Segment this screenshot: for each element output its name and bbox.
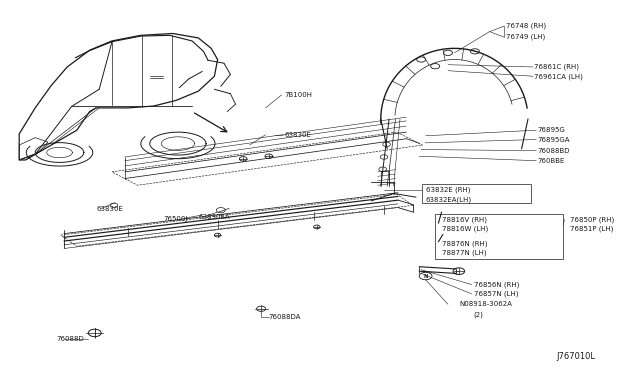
Text: 76850P (RH): 76850P (RH) [570,216,614,223]
Text: 78816W (LH): 78816W (LH) [442,225,488,232]
Text: 76500J: 76500J [163,216,188,222]
Text: 63830E: 63830E [285,132,312,138]
Text: 63832EA(LH): 63832EA(LH) [426,196,472,203]
Text: 76895G: 76895G [538,127,565,133]
Text: 78816V (RH): 78816V (RH) [442,216,486,223]
Text: 76088DA: 76088DA [269,314,301,320]
Bar [435,214,563,259]
Text: N: N [424,273,428,279]
Text: 76748 (RH): 76748 (RH) [506,23,546,29]
Text: 76088BD: 76088BD [538,148,570,154]
Text: 63830E: 63830E [97,206,124,212]
Text: 76851P (LH): 76851P (LH) [570,225,613,232]
Text: 7B100H: 7B100H [285,92,313,98]
Text: N08918-3062A: N08918-3062A [460,301,513,307]
Text: 76961CA (LH): 76961CA (LH) [534,73,583,80]
Bar [422,184,531,203]
Text: 78877N (LH): 78877N (LH) [442,250,486,256]
Text: 76856N (RH): 76856N (RH) [474,281,519,288]
Text: (2): (2) [474,311,483,318]
Text: 760BBE: 760BBE [538,158,565,164]
Text: 63830EA: 63830EA [198,214,230,219]
Text: 76857N (LH): 76857N (LH) [474,291,518,297]
Text: 76749 (LH): 76749 (LH) [506,34,545,41]
Text: 78876N (RH): 78876N (RH) [442,240,487,247]
Text: 63832E (RH): 63832E (RH) [426,186,470,193]
Text: 76861C (RH): 76861C (RH) [534,64,579,70]
Text: 76088D: 76088D [56,336,84,341]
Text: J767010L: J767010L [557,352,596,361]
Text: 76895GA: 76895GA [538,137,570,142]
